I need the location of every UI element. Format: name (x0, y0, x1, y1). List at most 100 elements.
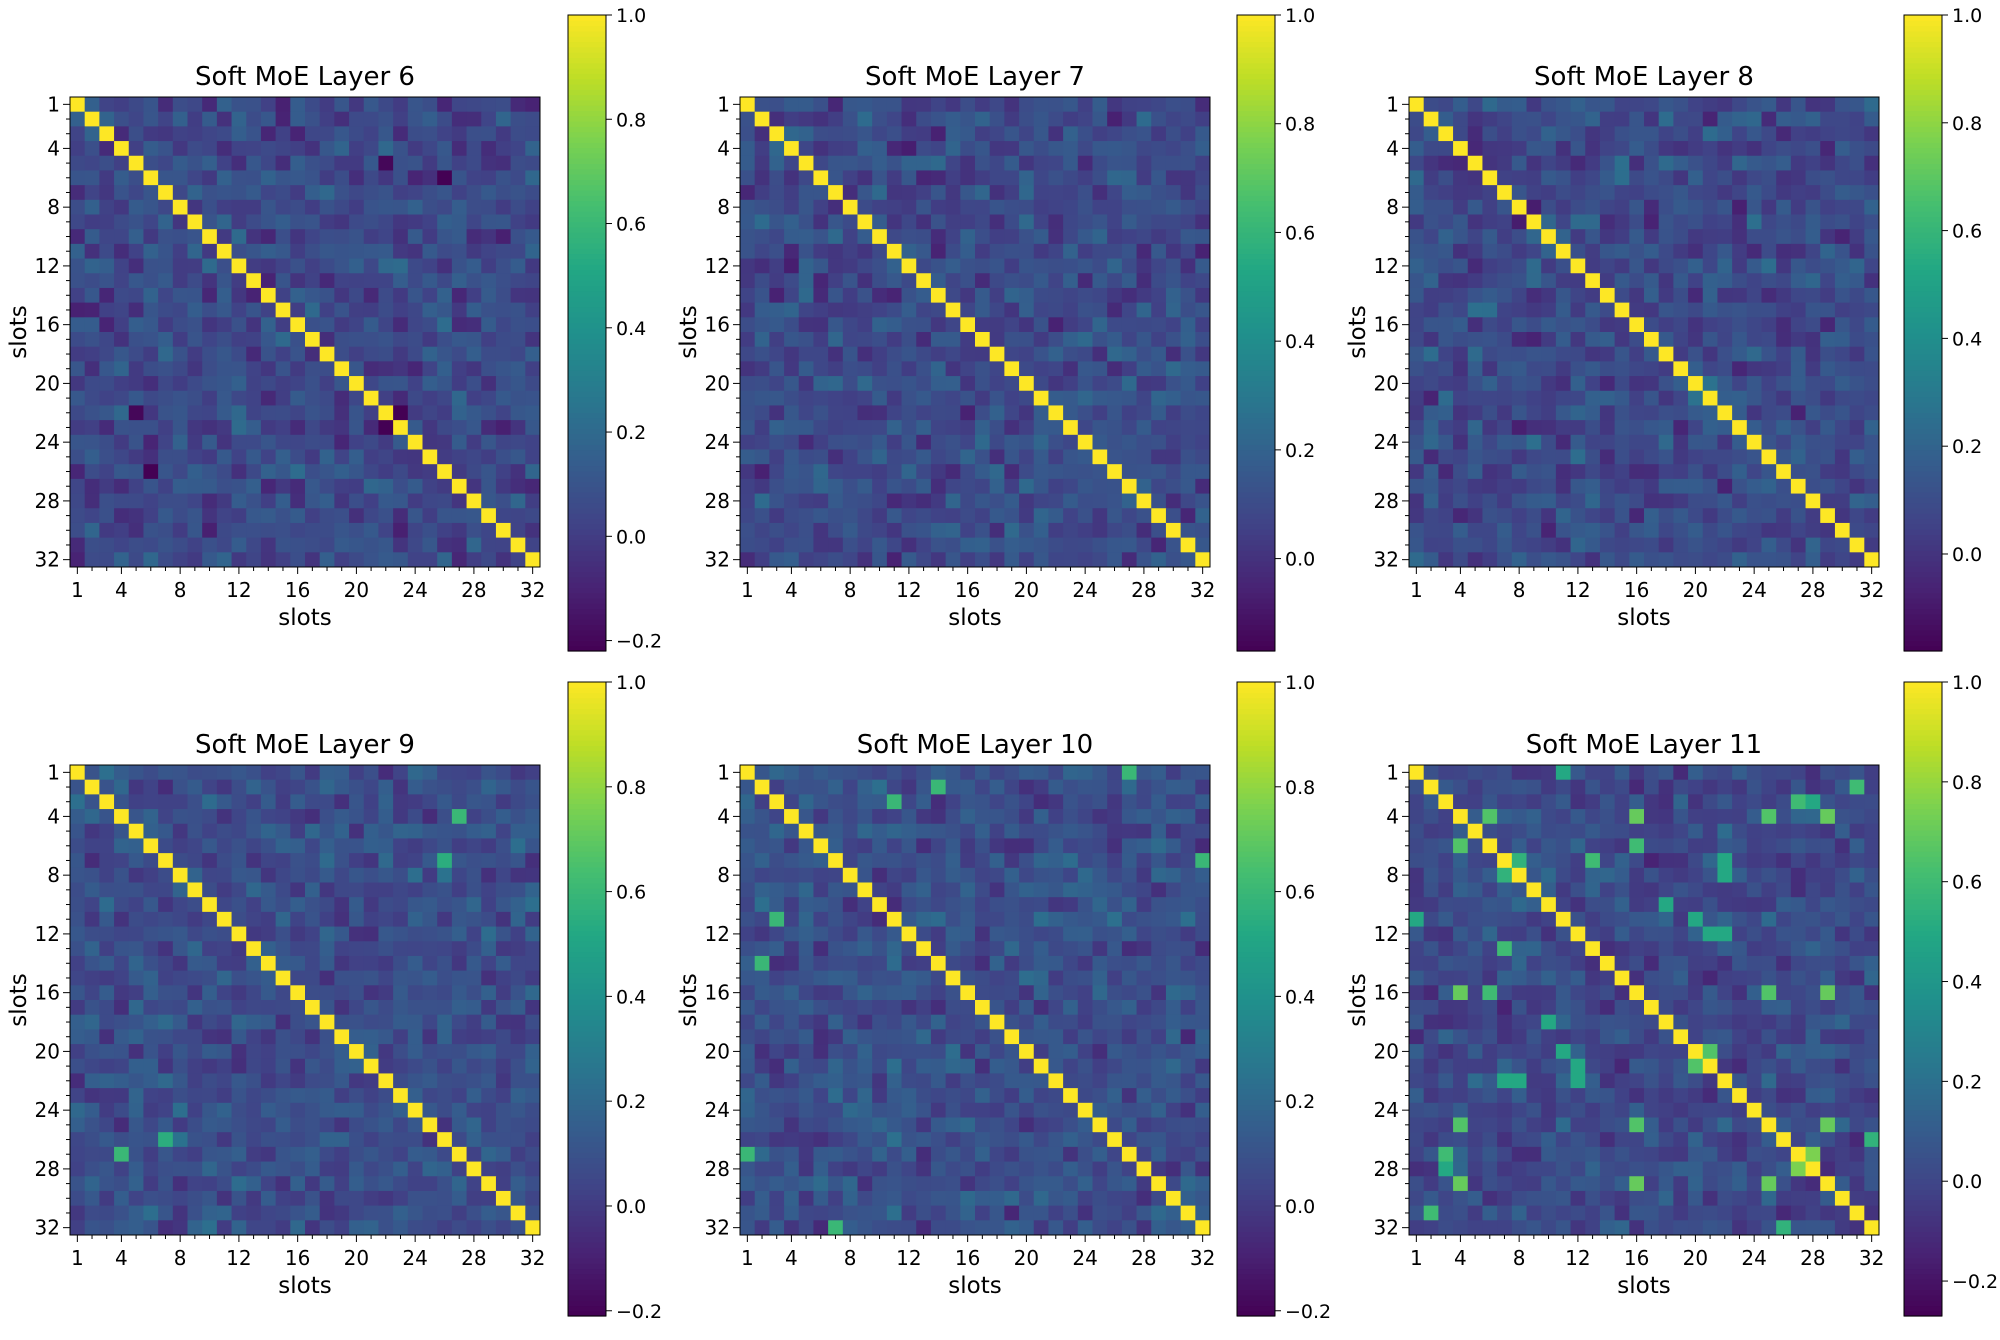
heatmap-cell (828, 273, 843, 288)
heatmap-cell (1571, 435, 1586, 450)
heatmap-cell (1556, 229, 1571, 244)
heatmap-cell (1850, 200, 1865, 215)
heatmap-cell (408, 1015, 423, 1030)
heatmap-cell (202, 479, 217, 494)
heatmap-cell (158, 824, 173, 839)
heatmap-cell (887, 200, 902, 215)
heatmap-cell (202, 1220, 217, 1235)
heatmap-cell (1512, 229, 1527, 244)
heatmap-cell (740, 215, 755, 230)
heatmap-cell (320, 405, 335, 420)
heatmap-cell (1019, 405, 1034, 420)
heatmap-cell (452, 1118, 467, 1133)
colorbar-segment (568, 487, 606, 493)
heatmap-cell (887, 229, 902, 244)
heatmap-cell (960, 538, 975, 553)
heatmap-cell (1688, 538, 1703, 553)
heatmap-cell (129, 985, 144, 1000)
heatmap-cell (305, 494, 320, 509)
heatmap-cell (931, 141, 946, 156)
colorbar-segment (568, 577, 606, 583)
heatmap-cell (1600, 273, 1615, 288)
heatmap-cell (290, 303, 305, 318)
heatmap-cell (334, 883, 349, 898)
heatmap-cell (1806, 347, 1821, 362)
heatmap-cell (70, 450, 85, 465)
heatmap-cell (1512, 508, 1527, 523)
heatmap-cell (755, 552, 770, 567)
heatmap-cell (1482, 508, 1497, 523)
heatmap-cell (1556, 259, 1571, 274)
heatmap-cell (393, 809, 408, 824)
colorbar-segment (1237, 513, 1275, 519)
heatmap-cell (1762, 97, 1777, 112)
colorbar-segment (568, 36, 606, 42)
heatmap-cell (467, 765, 482, 780)
heatmap-cell (467, 200, 482, 215)
heatmap-cell (990, 435, 1005, 450)
heatmap-cell (467, 97, 482, 112)
heatmap-cell (452, 273, 467, 288)
heatmap-cell (1181, 538, 1196, 553)
heatmap-cell (769, 200, 784, 215)
heatmap-cell (1181, 464, 1196, 479)
heatmap-cell (990, 141, 1005, 156)
heatmap-cell (496, 897, 511, 912)
heatmap-cell (1556, 112, 1571, 127)
heatmap-cell (481, 170, 496, 185)
heatmap-cell (1497, 170, 1512, 185)
heatmap-cell (1063, 391, 1078, 406)
heatmap-cell (217, 1073, 232, 1088)
heatmap-cell (349, 956, 364, 971)
heatmap-cell (1034, 405, 1049, 420)
heatmap-cell (496, 868, 511, 883)
colorbar-segment (1237, 577, 1275, 583)
heatmap-cell (1776, 244, 1791, 259)
heatmap-cell (887, 141, 902, 156)
heatmap-cell (467, 303, 482, 318)
heatmap-cell (858, 244, 873, 259)
heatmap-cell (931, 435, 946, 450)
heatmap-cell (129, 1073, 144, 1088)
colorbar-tick-label: 0.6 (1285, 222, 1315, 244)
heatmap-cell (437, 332, 452, 347)
heatmap-cell (1644, 450, 1659, 465)
heatmap-cell (320, 1206, 335, 1221)
heatmap-cell (188, 1029, 203, 1044)
heatmap-cell (188, 868, 203, 883)
heatmap-cell (887, 156, 902, 171)
heatmap-cell (217, 215, 232, 230)
colorbar-segment (1904, 550, 1942, 556)
heatmap-cell (188, 897, 203, 912)
heatmap-cell (378, 1206, 393, 1221)
heatmap-cell (1762, 479, 1777, 494)
heatmap-cell (1659, 508, 1674, 523)
heatmap-cell (1600, 552, 1615, 567)
heatmap-cell (1468, 361, 1483, 376)
heatmap-cell (990, 552, 1005, 567)
heatmap-cell (1762, 126, 1777, 141)
heatmap-cell (246, 897, 261, 912)
heatmap-cell (1019, 288, 1034, 303)
heatmap-cell (1093, 508, 1108, 523)
colorbar-segment (1237, 529, 1275, 535)
heatmap-cell (129, 420, 144, 435)
colorbar-segment (1904, 89, 1942, 95)
heatmap-cell (143, 361, 158, 376)
heatmap-cell (1791, 259, 1806, 274)
heatmap-cell (843, 244, 858, 259)
heatmap-cell (364, 853, 379, 868)
colorbar-segment (1237, 630, 1275, 636)
heatmap-cell (496, 494, 511, 509)
heatmap-cell (931, 170, 946, 185)
heatmap-cell (232, 927, 247, 942)
heatmap-cell (378, 794, 393, 809)
heatmap-cell (334, 361, 349, 376)
heatmap-cell (1137, 244, 1152, 259)
heatmap-cell (740, 141, 755, 156)
heatmap-cell (290, 215, 305, 230)
heatmap-cell (393, 941, 408, 956)
heatmap-cell (99, 1162, 114, 1177)
colorbar-segment (1237, 360, 1275, 366)
heatmap-cell (1151, 259, 1166, 274)
